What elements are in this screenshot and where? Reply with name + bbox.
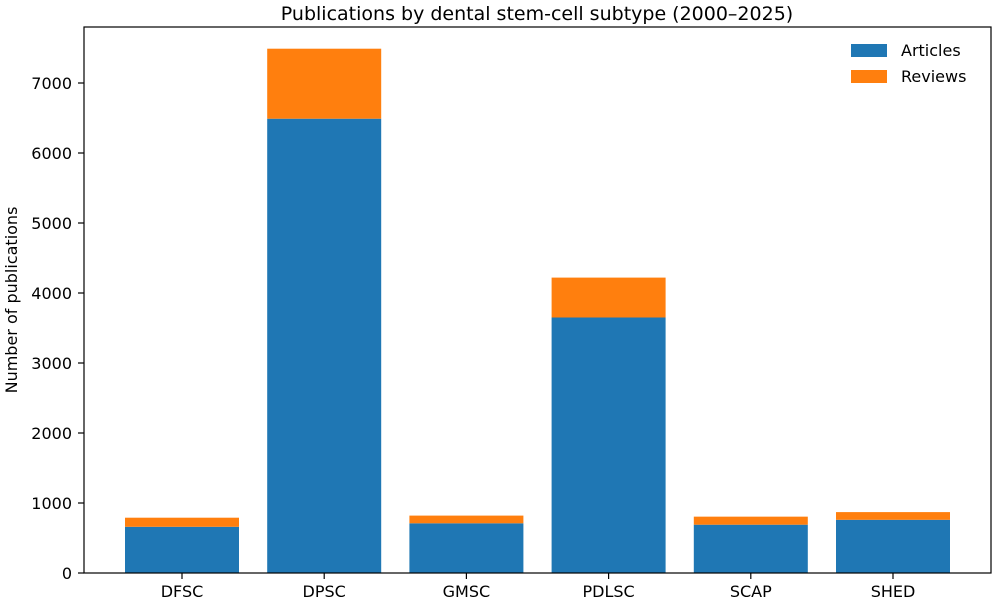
bar-articles-gmsc [409,523,524,573]
chart-title: Publications by dental stem-cell subtype… [281,3,793,25]
y-tick-label: 2000 [31,424,72,443]
bar-reviews-shed [836,512,950,520]
x-tick-label-pdlsc: PDLSC [582,582,634,601]
y-tick-label: 6000 [31,144,72,163]
y-tick-label: 7000 [31,74,72,93]
y-axis-label: Number of publications [2,207,21,394]
bar-reviews-gmsc [409,515,524,524]
bar-reviews-dfsc [125,517,239,527]
x-tick-label-dfsc: DFSC [161,582,204,601]
x-tick-label-dpsc: DPSC [303,582,346,601]
legend: Articles Reviews [851,41,966,86]
bar-articles-pdlsc [551,317,666,573]
bar-articles-dfsc [125,526,239,573]
bar-reviews-dpsc [267,48,382,119]
plot-frame [83,26,992,574]
y-tick-label: 4000 [31,284,72,303]
legend-swatch-reviews [851,70,887,83]
y-tick-label: 1000 [31,494,72,513]
bars-group [125,48,950,573]
bar-articles-scap [693,524,808,573]
x-axis-ticks: DFSC DPSC GMSC PDLSC SCAP SHED [161,573,916,601]
x-tick-label-gmsc: GMSC [443,582,491,601]
y-tick-label: 3000 [31,354,72,373]
x-tick-label-scap: SCAP [730,582,772,601]
y-tick-label: 5000 [31,214,72,233]
x-tick-label-shed: SHED [871,582,916,601]
y-tick-label: 0 [62,564,72,583]
legend-label-articles: Articles [901,41,961,60]
bar-articles-shed [836,519,950,573]
bar-reviews-scap [693,516,808,525]
bar-articles-dpsc [267,118,382,573]
legend-label-reviews: Reviews [901,67,966,86]
legend-swatch-articles [851,44,887,57]
bar-reviews-pdlsc [551,277,666,318]
y-axis-ticks: 0 1000 2000 3000 4000 5000 6000 7000 [31,74,84,583]
